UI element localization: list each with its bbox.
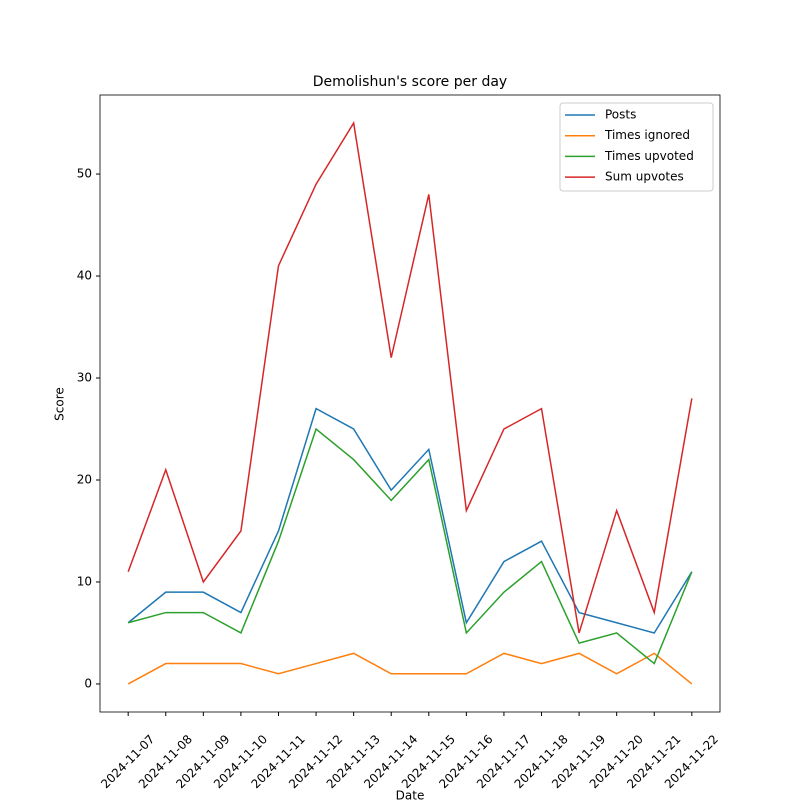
legend-label: Times ignored: [604, 128, 690, 142]
y-tick-label: 20: [77, 472, 92, 486]
plot-frame: [99, 94, 721, 713]
chart-title: Demolishun's score per day: [313, 74, 507, 90]
y-tick-label: 0: [84, 676, 92, 690]
legend-label: Sum upvotes: [605, 170, 684, 184]
legend-label: Posts: [605, 108, 636, 122]
legend-box: [559, 102, 714, 192]
series-line: [127, 427, 693, 665]
y-tick-label: 30: [77, 371, 92, 385]
y-tick-label: 10: [77, 574, 92, 588]
series-line: [127, 120, 693, 634]
series-line: [127, 652, 693, 685]
y-tick-label: 50: [77, 167, 92, 181]
legend-label: Times upvoted: [604, 149, 694, 163]
series-line: [127, 407, 693, 634]
x-axis-label: Date: [396, 789, 425, 800]
y-tick-label: 40: [77, 269, 92, 283]
y-axis-label: Score: [53, 387, 67, 421]
